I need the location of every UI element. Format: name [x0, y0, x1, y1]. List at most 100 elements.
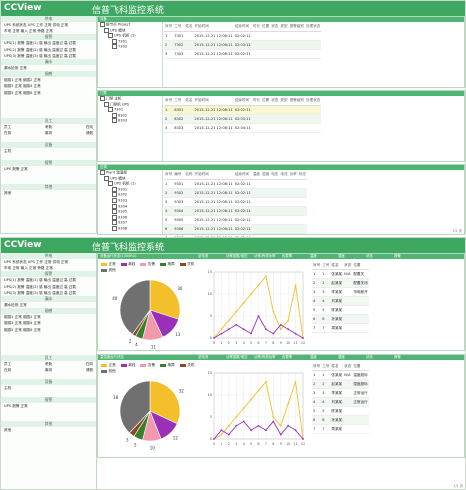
data-point[interactable]	[227, 328, 230, 331]
pie-slice[interactable]	[149, 279, 181, 320]
column-header[interactable]: 工号	[173, 96, 185, 106]
tree-node[interactable]: 9302	[98, 192, 162, 198]
data-point[interactable]	[257, 424, 260, 427]
tree-toggle-icon[interactable]	[112, 44, 117, 50]
tree-node[interactable]: UPS 机柜 (1)	[98, 33, 162, 39]
tree-node[interactable]: 7301	[98, 107, 162, 113]
tree-node-label[interactable]: Plant 温湿度	[106, 170, 127, 175]
status-line[interactable]: 烟感1 正常 烟感2 正常	[4, 315, 41, 320]
status-line[interactable]: 漏水检测 正常	[4, 302, 27, 307]
column-header[interactable]: 姓名	[184, 96, 194, 106]
column-header[interactable]: 电流	[279, 170, 289, 180]
tree-node-label[interactable]: 9305	[118, 209, 128, 214]
status-line[interactable]: UPS 系统状态 UPS 工作 正常 供电 正常	[4, 260, 69, 264]
worker-value[interactable]: 离岗	[44, 367, 53, 372]
data-point[interactable]	[287, 319, 290, 322]
data-point[interactable]	[265, 328, 267, 331]
tree-node[interactable]: Plant 温湿度	[98, 170, 162, 176]
column-header[interactable]: 序号	[164, 96, 174, 106]
column-header[interactable]: 状态	[270, 22, 280, 32]
table-row[interactable]: 2 9302 2015-12-21 12:08:11 02:02:11	[164, 188, 307, 198]
tree-node-label[interactable]: 门禁 主机	[106, 96, 122, 101]
column-header[interactable]: 序号	[164, 170, 174, 180]
data-point[interactable]	[257, 284, 260, 287]
table-row[interactable]: 7 7 周某某	[312, 323, 369, 333]
data-point[interactable]	[220, 332, 223, 335]
table-row[interactable]: 4 4 刘某某 正常运行	[312, 397, 369, 407]
data-point[interactable]	[257, 315, 260, 317]
table-row[interactable]: 3 8303 2015-12-21 12:08:11 02:04:11	[164, 123, 322, 133]
table-row[interactable]: 1 1 张某某 N/A 温度超标	[312, 370, 369, 380]
worker-value[interactable]: 请假	[85, 130, 93, 135]
status-line[interactable]: 烟感5 正常 烟感6 正常	[4, 90, 41, 95]
table-row[interactable]: 2 2 赵某某 湿度超标	[312, 379, 369, 389]
worker-value[interactable]: 在岗	[4, 367, 12, 372]
data-point[interactable]	[287, 402, 290, 405]
tree-toggle-icon[interactable]	[108, 33, 113, 39]
column-header[interactable]: 处理状态	[304, 22, 322, 32]
table-row[interactable]: 6 6 孙某某	[312, 415, 369, 425]
table-row[interactable]: 1 9301 2015-12-21 12:08:11 02:02:11	[164, 179, 307, 189]
tree-node[interactable]: 8302	[98, 112, 162, 119]
table-row[interactable]: 1 1 张某某 N/A 配置关	[312, 269, 369, 279]
status-line[interactable]: UPS(1) 报警 温度(1) 感 输出 温度过 高 过载	[4, 278, 76, 283]
tree-node-label[interactable]: 7301	[118, 39, 128, 44]
tree-node[interactable]: 根节点 Project	[98, 22, 162, 28]
status-line[interactable]: 主机	[4, 148, 12, 153]
tree-node-label[interactable]: 9307	[118, 220, 128, 225]
tree-node-label[interactable]: 9303	[118, 198, 128, 203]
pie-slice[interactable]	[149, 380, 181, 425]
tree-node-label[interactable]: 根节点 Project	[106, 22, 131, 27]
table-row[interactable]: 3 3 李某某 正常运行	[312, 388, 369, 398]
table-row[interactable]: 1 7301 2015-12-21 12:08:11 02:02:11	[164, 31, 322, 41]
data-point[interactable]	[250, 398, 252, 401]
column-header[interactable]: 序号	[312, 362, 322, 371]
tree-toggle-icon[interactable]	[100, 170, 105, 175]
table-row[interactable]: 3 3 李某某 市电断开	[312, 287, 369, 297]
tree-node-label[interactable]: 9304	[118, 204, 128, 209]
status-line[interactable]: 其他	[4, 428, 12, 433]
column-header[interactable]: 位置	[352, 362, 369, 371]
data-point[interactable]	[235, 416, 238, 418]
status-line[interactable]: UPS(3) 报警 温度(3) 感 输出 温度过 高 过载	[4, 290, 76, 295]
column-header[interactable]: 时长	[251, 22, 262, 32]
tree-node-label[interactable]: UPS 模块	[110, 176, 126, 181]
tree-toggle-icon[interactable]	[112, 209, 117, 215]
worker-value[interactable]: 离岗	[44, 130, 53, 135]
data-point[interactable]	[227, 424, 230, 427]
data-point[interactable]	[250, 332, 252, 335]
tree-toggle-icon[interactable]	[104, 175, 109, 181]
table-row[interactable]: 2 7302 2015-12-21 12:08:11 02:03:11	[164, 40, 322, 50]
tree-node[interactable]: 9308	[98, 225, 162, 232]
data-point[interactable]	[302, 337, 304, 339]
data-point[interactable]	[272, 420, 275, 423]
column-header[interactable]: 序号	[164, 22, 174, 32]
tree-node-label[interactable]: 9306	[118, 215, 128, 220]
data-point[interactable]	[213, 337, 215, 339]
table-row[interactable]: 7 7 周某某	[312, 424, 369, 434]
data-point[interactable]	[257, 389, 260, 392]
column-header[interactable]: 处理状态	[304, 96, 322, 106]
column-header[interactable]: 类型	[279, 96, 289, 106]
data-point[interactable]	[265, 429, 267, 432]
tree-toggle-icon[interactable]	[108, 181, 113, 187]
data-point[interactable]	[279, 433, 282, 436]
tree-toggle-icon[interactable]	[112, 192, 117, 198]
data-point[interactable]	[220, 429, 223, 432]
data-point[interactable]	[279, 424, 282, 427]
column-header[interactable]: 状态	[297, 170, 307, 180]
data-point[interactable]	[265, 275, 267, 278]
data-point[interactable]	[294, 380, 297, 383]
column-header[interactable]: 结束时间	[233, 96, 252, 106]
tree-toggle-icon[interactable]	[104, 27, 109, 33]
tree-toggle-icon[interactable]	[100, 22, 105, 27]
data-point[interactable]	[242, 328, 245, 331]
table-row[interactable]: 4 9304 2015-12-21 12:08:11 02:02:11	[164, 206, 307, 216]
data-point[interactable]	[235, 310, 238, 313]
column-header[interactable]: 位置	[261, 96, 271, 106]
column-header[interactable]: 姓名	[330, 261, 344, 270]
status-line[interactable]: UPS(3) 报警 温度(3) 感 输出 温度过 高 过载	[4, 53, 76, 58]
tree-node[interactable]: 9303	[98, 197, 162, 204]
column-header[interactable]: 开始时间	[193, 22, 234, 32]
table-row[interactable]: 2 8302 2015-12-21 12:08:11 02:03:11	[164, 114, 322, 124]
